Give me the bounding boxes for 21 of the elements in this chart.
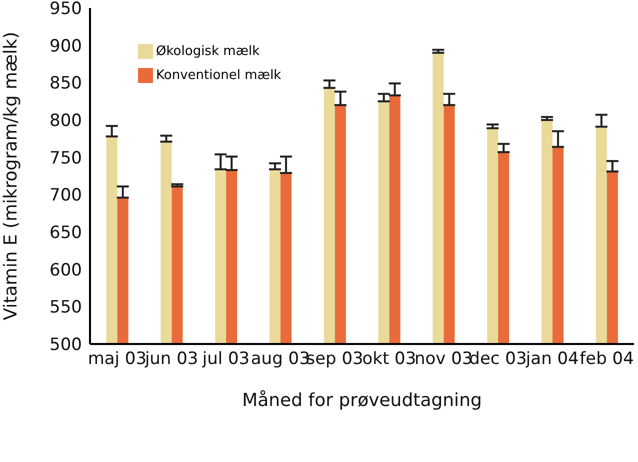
x-tick-label: dec 03 (469, 349, 527, 370)
y-tick-label: 950 (50, 0, 82, 20)
y-tick-label: 700 (50, 186, 82, 206)
x-tick-label: okt 03 (362, 349, 416, 370)
y-tick-label: 550 (50, 298, 82, 318)
y-axis-title: Vitamin E (mikrogram/kg mælk) (0, 32, 22, 320)
legend-label: Konventionel mælk (156, 68, 282, 83)
y-tick-label: 750 (50, 148, 82, 168)
y-tick-label: 600 (50, 260, 82, 280)
x-axis-title: Måned for prøveudtagning (242, 390, 482, 411)
x-tick-label: jan 04 (524, 349, 579, 370)
x-tick-label: jul 03 (201, 349, 250, 370)
legend-label: Økologisk mælk (156, 44, 260, 59)
x-tick-label: feb 04 (580, 349, 634, 370)
x-tick-label: jun 03 (144, 349, 198, 370)
y-tick-label: 650 (50, 223, 82, 244)
x-tick-label: aug 03 (250, 349, 310, 370)
y-tick-label: 500 (50, 335, 82, 356)
y-tick-label: 800 (50, 111, 82, 132)
y-tick-label: 850 (50, 74, 82, 94)
y-tick-label: 900 (50, 36, 82, 56)
